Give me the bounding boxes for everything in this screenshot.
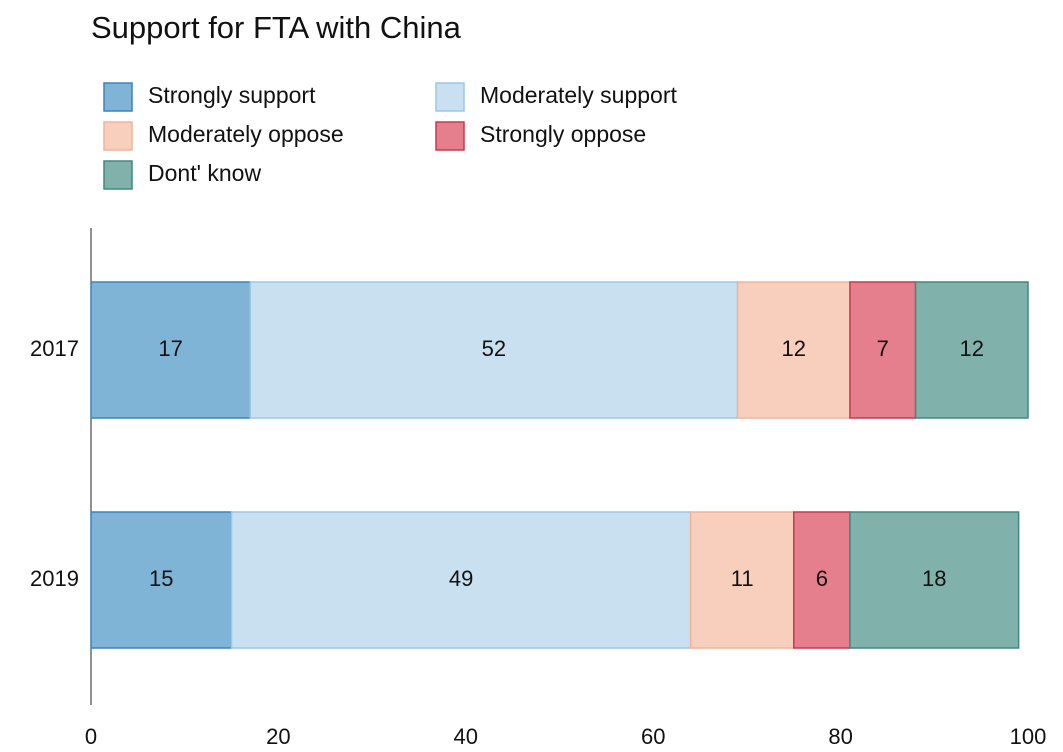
data-label: 11 <box>731 566 754 591</box>
y-tick-label: 2019 <box>30 566 79 591</box>
x-tick-label: 20 <box>266 724 290 749</box>
legend-label: Moderately support <box>480 82 677 108</box>
data-label: 12 <box>782 336 806 361</box>
data-label: 49 <box>449 566 473 591</box>
legend-label: Moderately oppose <box>148 121 344 147</box>
bar-segment <box>90 281 252 419</box>
y-tick-label: 2017 <box>30 336 79 361</box>
data-label: 12 <box>960 336 984 361</box>
chart-title: Support for FTA with China <box>91 10 462 45</box>
bar-segment <box>689 511 795 649</box>
legend-label: Dont' know <box>148 160 261 186</box>
x-tick-label: 80 <box>828 724 852 749</box>
data-label: 6 <box>816 566 828 591</box>
x-tick-label: 40 <box>454 724 478 749</box>
bar-segment <box>90 511 233 649</box>
x-tick-label: 0 <box>85 724 97 749</box>
legend-swatch <box>103 160 133 190</box>
bar-segment <box>249 281 739 419</box>
x-tick-label: 100 <box>1010 724 1047 749</box>
legend-swatch <box>435 82 465 112</box>
legend-swatch <box>103 82 133 112</box>
bar-segment <box>793 511 851 649</box>
legend-label: Strongly oppose <box>480 121 646 147</box>
data-label: 17 <box>158 336 182 361</box>
data-label: 15 <box>149 566 173 591</box>
bar-segment <box>849 511 1020 649</box>
data-label: 18 <box>922 566 946 591</box>
legend-swatch <box>435 121 465 151</box>
data-label: 52 <box>482 336 506 361</box>
bar-segment <box>914 281 1029 419</box>
data-label: 7 <box>877 336 889 361</box>
legend-label: Strongly support <box>148 82 316 108</box>
legend-swatch <box>103 121 133 151</box>
x-tick-label: 60 <box>641 724 665 749</box>
bar-segment <box>736 281 851 419</box>
